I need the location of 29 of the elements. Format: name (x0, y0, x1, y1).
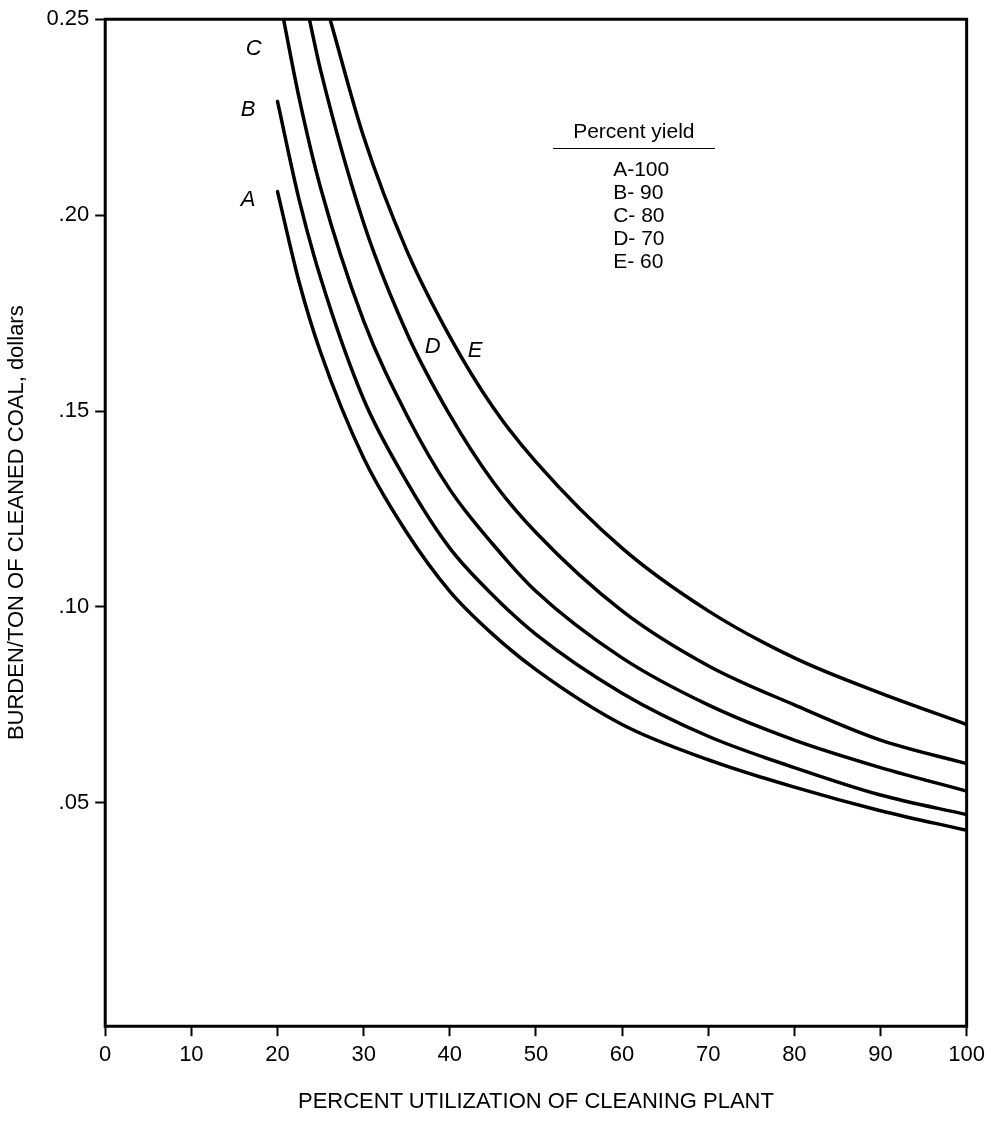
series-label: A (238, 185, 256, 211)
x-axis-title: PERCENT UTILIZATION OF CLEANING PLANT (297, 1087, 774, 1113)
x-tick-label: 90 (868, 1041, 893, 1067)
x-tick-label: 0 (99, 1041, 112, 1067)
annotation: C- 80 (612, 203, 666, 227)
y-tick-label: .15 (58, 397, 90, 423)
series-label: D (424, 332, 441, 358)
annotation: D- 70 (612, 226, 666, 250)
series-label: B (240, 95, 256, 121)
x-tick-label: 40 (437, 1041, 463, 1067)
x-tick-label: 100 (948, 1041, 986, 1067)
annotation: Percent yield (553, 119, 715, 150)
annotation: B- 90 (612, 180, 665, 204)
y-tick-label: .05 (58, 788, 90, 814)
x-tick-label: 30 (351, 1041, 376, 1067)
series-label: C (245, 35, 262, 61)
y-axis-title: BURDEN/TON OF CLEANED COAL, dollars (3, 305, 29, 741)
x-tick-label: 20 (265, 1041, 290, 1067)
x-tick-label: 60 (609, 1041, 635, 1067)
x-tick-label: 50 (523, 1041, 549, 1067)
y-tick-label: .10 (58, 593, 90, 619)
annotation: E- 60 (612, 249, 665, 273)
annotation: A-100 (612, 157, 671, 181)
y-tick-label: 0.25 (46, 5, 90, 31)
y-tick-label: .20 (58, 201, 90, 227)
x-tick-label: 10 (179, 1041, 204, 1067)
x-tick-label: 70 (695, 1041, 721, 1067)
x-tick-label: 80 (782, 1041, 807, 1067)
series-label: E (467, 336, 483, 362)
